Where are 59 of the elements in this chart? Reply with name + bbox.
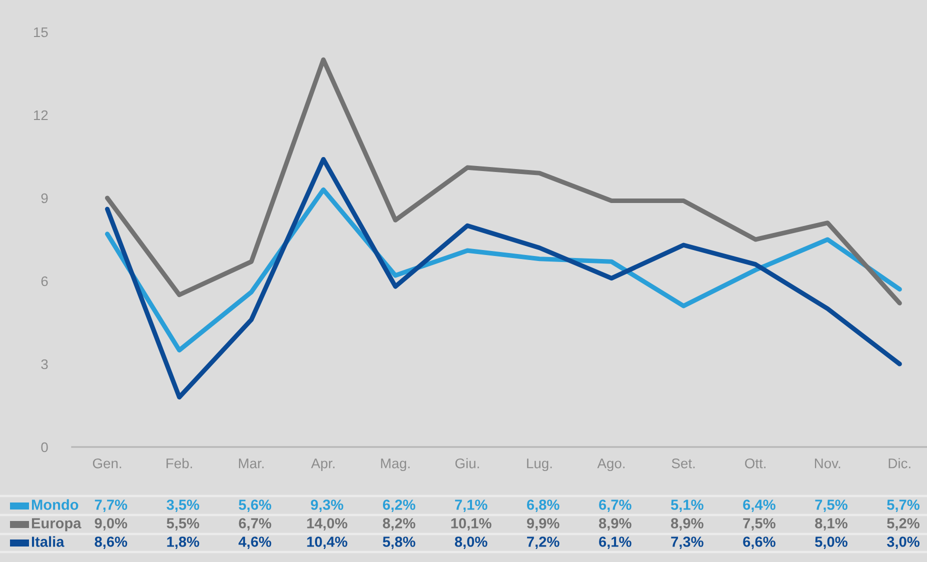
y-tick-label: 15	[34, 27, 48, 38]
x-tick-label: Mar.	[238, 458, 264, 468]
data-label: 8,9%	[598, 518, 632, 531]
line-series	[105, 57, 902, 306]
y-tick-label: 9	[41, 193, 48, 204]
x-tick-label: Nov.	[814, 458, 840, 468]
line-series	[105, 156, 902, 400]
x-tick-label: Ott.	[745, 458, 766, 468]
y-tick-label: 12	[34, 110, 48, 120]
data-label: 6,7%	[238, 518, 272, 531]
data-label: 5,2%	[887, 518, 920, 531]
data-label: 6,6%	[743, 536, 776, 550]
x-tick-label: Apr.	[311, 458, 334, 472]
legend-label: Europa	[32, 518, 82, 532]
data-label: 14,0%	[307, 518, 348, 531]
data-label: 8,6%	[94, 536, 128, 550]
data-label: 6,4%	[743, 500, 776, 512]
data-label: 5,6%	[238, 500, 272, 512]
x-tick-label: Dic.	[888, 458, 910, 468]
data-label: 7,3%	[671, 536, 704, 550]
x-tick-label: Set.	[672, 458, 695, 468]
data-label: 7,5%	[743, 518, 776, 531]
data-label: 7,1%	[455, 500, 488, 512]
data-label: 10,1%	[451, 518, 492, 531]
x-tick-label: Mag.	[381, 458, 410, 472]
y-tick-label: 3	[41, 359, 48, 370]
x-tick-label: Ago.	[597, 458, 625, 472]
data-label: 5,7%	[887, 500, 920, 512]
x-tick-label: Feb.	[166, 458, 192, 468]
data-label: 8,2%	[382, 518, 416, 531]
data-label: 5,1%	[670, 500, 704, 512]
data-label: 6,2%	[382, 500, 416, 512]
data-label: 9,3%	[310, 500, 344, 512]
data-label: 7,7%	[94, 500, 128, 512]
data-label: 5,0%	[815, 536, 848, 550]
data-label: 8,0%	[454, 536, 488, 550]
data-label: 1,8%	[167, 536, 200, 550]
y-tick-label: 0	[41, 442, 48, 452]
x-tick-label: Gen.	[92, 458, 122, 468]
x-tick-label: Lug.	[527, 458, 552, 472]
data-label: 5,5%	[166, 518, 200, 531]
data-label: 10,4%	[307, 536, 348, 550]
legend-label: Mondo	[32, 499, 78, 510]
data-label: 6,1%	[599, 536, 632, 550]
y-tick-label: 6	[41, 276, 48, 286]
data-label: 5,8%	[382, 536, 416, 550]
data-label: 4,6%	[238, 536, 272, 550]
data-label: 9,9%	[526, 518, 560, 531]
data-label: 9,0%	[94, 518, 128, 531]
data-label: 8,1%	[815, 518, 848, 531]
data-label: 3,0%	[886, 536, 920, 550]
data-label: 6,7%	[599, 500, 632, 512]
data-label: 3,5%	[166, 500, 200, 512]
data-label: 7,2%	[527, 536, 560, 550]
legend-label: Italia	[32, 536, 64, 547]
data-label: 6,8%	[526, 500, 560, 512]
data-label: 7,5%	[815, 500, 848, 512]
x-tick-label: Giu.	[455, 458, 479, 468]
data-label: 8,9%	[670, 518, 704, 531]
